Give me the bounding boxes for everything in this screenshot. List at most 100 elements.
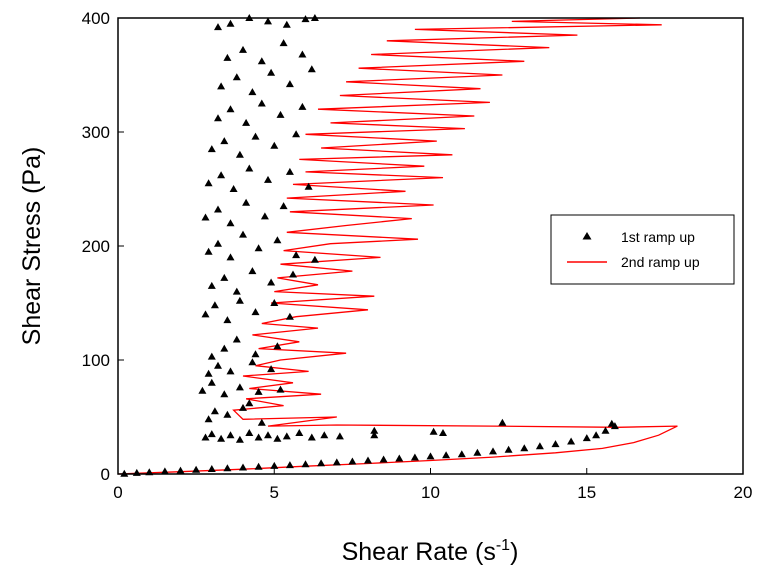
legend-marker-triangle-icon [582,232,592,240]
series-1-point [201,310,210,318]
series-1-point [264,17,272,25]
series-1-point [285,80,294,88]
plot-series [117,14,678,477]
series-1-point [204,179,213,187]
series-1-point [251,132,260,140]
series-1-point [217,434,226,442]
series-1-point [214,23,222,31]
series-1-point [248,88,257,96]
series-1-point [289,270,297,278]
series-1-point [254,387,263,395]
series-1-point [214,114,222,122]
series-1-point [214,205,222,213]
series-1-point [251,350,260,358]
series-1-point [198,386,207,394]
series-1-point [279,39,288,47]
series-1-point [332,458,341,466]
x-tick-label: 5 [270,483,279,502]
series-1-point [317,459,326,467]
series-1-point [292,130,301,138]
series-1-point [273,434,282,442]
series-1-point [348,457,357,465]
series-1-point [279,202,288,210]
series-1-point [220,390,229,398]
series-1-point [267,278,276,286]
series-1-point [270,461,279,469]
series-1-point [207,145,216,153]
series-1-point [298,50,307,58]
x-tick-label: 20 [734,483,753,502]
series-1-point [257,418,266,426]
series-1-point [235,383,244,391]
series-1-point [282,432,291,440]
series-1-point [264,175,272,183]
x-tick-label: 0 [113,483,122,502]
series-1-point [582,434,591,442]
series-1-point [204,369,213,377]
series-1-point [232,335,241,343]
series-1-point [304,182,313,190]
series-1-point [239,403,247,411]
legend-box [550,214,735,285]
series-1-point [217,171,226,179]
series-1-point [232,287,241,295]
legend: 1st ramp up 2nd ramp up [550,214,735,285]
series-1-point [226,105,235,113]
series-1-point [551,440,560,448]
series-1-point [192,465,201,473]
series-1-point [267,365,276,373]
series-1-point [276,385,285,393]
series-1-point [498,418,507,426]
series-1-point [120,469,129,477]
series-1-point [207,430,216,438]
series-1-point [201,433,210,441]
series-1-point [535,442,544,450]
series-1-point [285,312,294,320]
series-1-point [235,150,244,158]
series-1-point [335,432,344,440]
series-1-point [223,464,232,472]
series-1-point [220,137,229,145]
x-axis: 0 5 10 15 20 [113,468,752,502]
series-1-point [239,463,247,471]
series-1-point [426,452,435,460]
series-1-point [223,316,232,324]
series-1-point [273,342,282,350]
series-1-point [226,219,235,227]
series-1-point [220,273,229,281]
series-1-point [320,431,329,439]
series-1-point [295,429,304,436]
series-1-point [176,466,185,474]
series-1-point [457,450,466,458]
series-1-point [592,431,601,439]
y-tick-label: 400 [82,9,110,28]
series-1-point [235,435,244,443]
series-1-point [254,462,263,470]
series-1-point [489,447,497,455]
series-1-point [310,255,319,263]
series-1-point [204,247,213,255]
series-1-point [285,461,294,469]
series-1-point [207,465,216,472]
series-1-point [307,65,316,73]
series-1-point [235,296,244,304]
series-1-point [226,19,235,27]
series-1-point [276,110,285,118]
series-1-point [567,437,576,445]
series-1-point [254,244,263,252]
series-1-point [245,429,254,436]
series-1-point [364,456,372,464]
series-1-point [232,73,241,81]
series-1-point [214,361,222,369]
series-1-point [251,308,260,316]
y-tick-label: 0 [101,465,110,484]
series-1-point [285,167,294,175]
series-1-point [607,419,616,427]
series-1-point [207,378,216,386]
series-2-line [117,17,678,475]
series-1-point [248,358,257,366]
series-1-point [254,433,263,441]
series-1-point [292,251,301,259]
series-1-point [473,448,482,456]
